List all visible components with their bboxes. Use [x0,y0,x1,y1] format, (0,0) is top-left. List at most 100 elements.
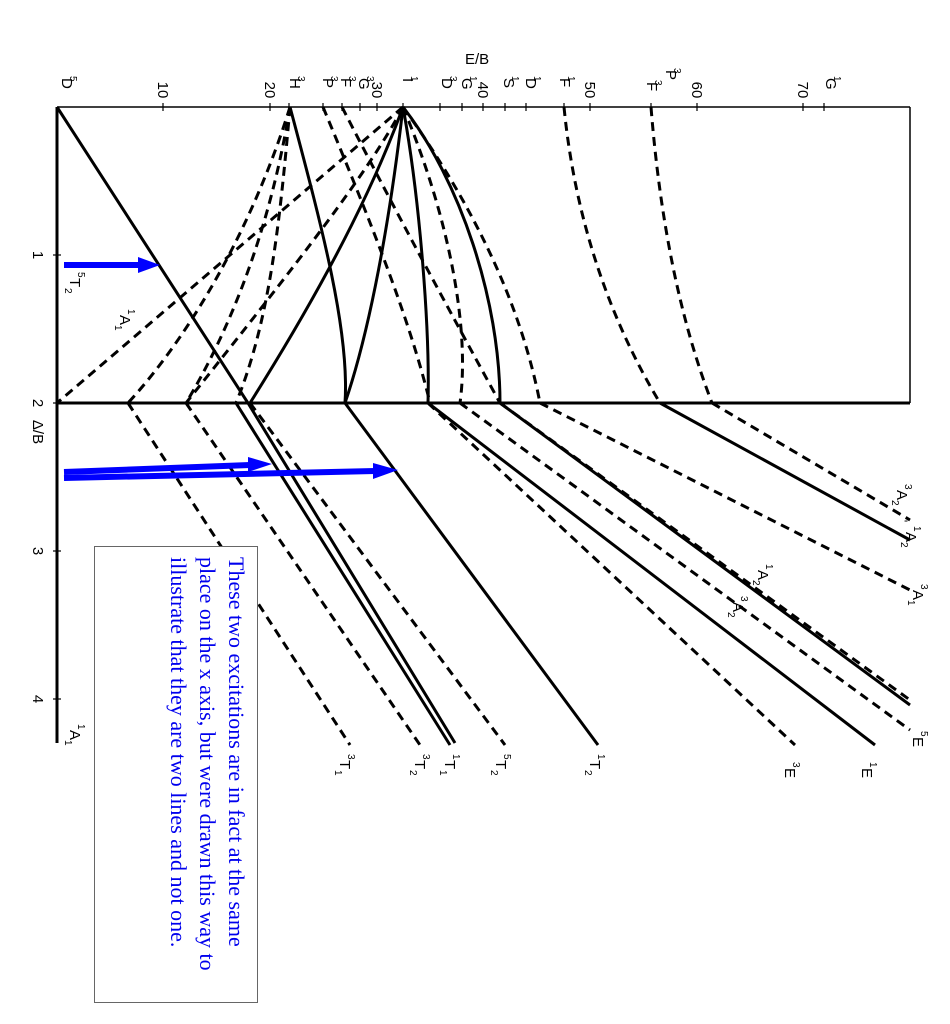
svg-text:2: 2 [62,288,73,294]
svg-text:2: 2 [725,612,736,618]
svg-text:1: 1 [437,770,448,776]
svg-text:A: A [893,490,910,500]
svg-text:T: T [411,760,428,769]
svg-text:-: - [904,513,908,527]
svg-text:1: 1 [595,754,606,760]
svg-text:1: 1 [75,724,86,730]
svg-text:A: A [909,590,926,600]
tick-2: 2 [29,399,46,407]
svg-text:G: G [355,78,372,90]
tick-10: 10 [154,82,171,99]
tick-20: 20 [261,82,278,99]
annotation-arrows [63,257,398,481]
svg-text:2: 2 [582,770,593,776]
svg-text:1: 1 [867,762,878,768]
annotation-note-box: These two excitations are in fact at the… [94,546,258,1003]
svg-text:3: 3 [346,76,357,82]
svg-text:5: 5 [67,76,78,82]
svg-text:1: 1 [112,325,123,331]
line-5T2 [55,106,457,744]
svg-text:S: S [500,78,517,88]
svg-text:3: 3 [328,76,339,82]
tick-60: 60 [688,82,705,99]
svg-text:F: F [556,78,573,87]
line-3T2 [184,402,422,746]
svg-text:3: 3 [420,754,431,760]
svg-text:2: 2 [488,770,499,776]
svg-text:3: 3 [364,76,375,82]
svg-text:D: D [58,78,75,89]
svg-text:T: T [66,278,83,287]
tick-1: 1 [29,251,46,259]
svg-text:3: 3 [918,584,929,590]
svg-text:5: 5 [501,754,512,760]
svg-text:T: T [492,760,509,769]
svg-text:P: P [319,78,336,88]
svg-text:E: E [858,768,875,778]
svg-text:T: T [586,760,603,769]
tick-70: 70 [794,82,811,99]
annotation-note-text: These two excitations are in fact at the… [166,557,249,971]
svg-text:2: 2 [889,500,900,506]
svg-text:3: 3 [671,68,682,74]
e-axis-tick-labels: 10 20 30 40 50 60 70 [154,82,811,99]
svg-text:3: 3 [652,80,663,86]
svg-text:1: 1 [911,526,922,532]
line-5E [459,401,911,732]
line-3A2 [499,401,911,702]
svg-text:1: 1 [763,564,774,570]
svg-text:1: 1 [509,76,520,82]
svg-text:A: A [66,730,83,740]
svg-text:F: F [337,78,354,87]
tick-50: 50 [581,82,598,99]
svg-text:1: 1 [332,770,343,776]
svg-text:T: T [336,760,353,769]
tick-30: 30 [368,82,385,99]
delta-axis-tick-labels: 1 2 3 4 Δ/B [29,251,46,703]
tick-4: 4 [29,695,46,703]
svg-text:1: 1 [467,76,478,82]
svg-text:2: 2 [407,770,418,776]
svg-text:3: 3 [447,76,458,82]
free-ion-term-labels: D5 H3 P3 F3 G3 I1 D3 G1 S1 D1 F1 F3 P3 G… [58,68,842,91]
svg-text:1: 1 [565,76,576,82]
svg-text:3: 3 [295,76,306,82]
line-1A2-top [659,401,911,542]
svg-text:E: E [781,768,798,778]
svg-text:G: G [458,78,475,90]
line-1E [427,401,876,747]
svg-text:A: A [754,570,771,580]
svg-text:2: 2 [898,542,909,548]
svg-text:A: A [116,315,133,325]
high-field-lines [55,401,911,747]
line-1T1 [234,402,452,746]
svg-text:1: 1 [62,740,73,746]
svg-text:1: 1 [531,76,542,82]
line-5T2-high [248,402,507,746]
svg-text:D: D [438,78,455,89]
svg-text:3: 3 [345,754,356,760]
svg-text:2: 2 [750,580,761,586]
svg-text:A: A [902,532,919,542]
svg-text:1: 1 [831,76,842,82]
svg-text:F: F [643,82,660,91]
arrow-excitation-2 [63,468,376,481]
svg-text:I: I [399,78,416,82]
svg-text:3: 3 [790,762,801,768]
svg-text:1: 1 [125,309,136,315]
svg-text:G: G [822,78,839,90]
e-axis-label: E/B [465,51,489,68]
line-1A2 [499,401,911,707]
svg-text:3: 3 [738,596,749,602]
svg-text:T: T [441,760,458,769]
svg-text:5: 5 [75,272,86,278]
svg-text:1: 1 [450,754,461,760]
tick-40: 40 [474,82,491,99]
tick-3: 3 [29,547,46,555]
arrow-excitation-1 [63,462,251,475]
svg-text:1: 1 [905,600,916,606]
delta-axis-label: Δ/B [29,420,46,444]
svg-text:E: E [909,737,926,747]
curves [55,105,714,744]
